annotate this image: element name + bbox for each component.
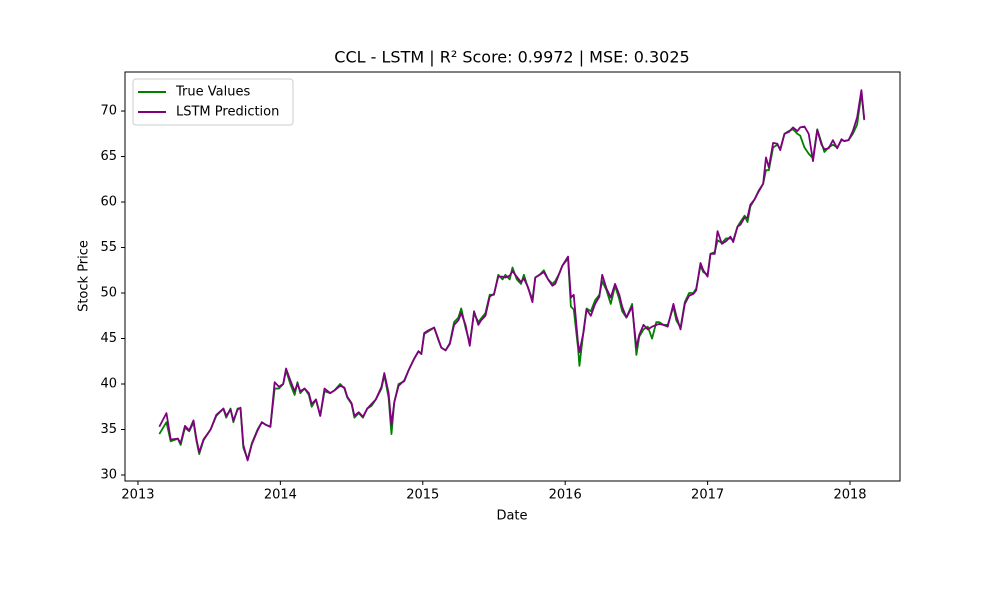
y-tick-label: 55 xyxy=(100,240,117,255)
x-tick-label: 2013 xyxy=(121,488,154,503)
x-axis-label: Date xyxy=(496,509,527,524)
legend-label: True Values xyxy=(175,85,250,100)
y-tick-label: 30 xyxy=(100,467,117,482)
y-tick-label: 40 xyxy=(100,377,117,392)
legend-box xyxy=(132,78,294,126)
y-tick-label: 70 xyxy=(100,104,117,119)
x-tick-label: 2014 xyxy=(264,488,297,503)
x-tick-label: 2016 xyxy=(549,488,582,503)
y-tick-label: 50 xyxy=(100,286,117,301)
y-tick-label: 35 xyxy=(100,422,117,437)
y-tick-label: 60 xyxy=(100,195,117,210)
y-tick-label: 65 xyxy=(100,149,117,164)
chart-title: CCL - LSTM | R² Score: 0.9972 | MSE: 0.3… xyxy=(334,48,689,67)
series-line xyxy=(158,89,866,462)
x-tick-label: 2015 xyxy=(406,488,439,503)
x-tick-label: 2017 xyxy=(691,488,724,503)
legend-label: LSTM Prediction xyxy=(176,105,279,120)
y-axis-label: Stock Price xyxy=(77,240,92,312)
y-tick-label: 45 xyxy=(100,331,117,346)
plot-frame xyxy=(124,71,901,482)
x-tick-label: 2018 xyxy=(833,488,866,503)
